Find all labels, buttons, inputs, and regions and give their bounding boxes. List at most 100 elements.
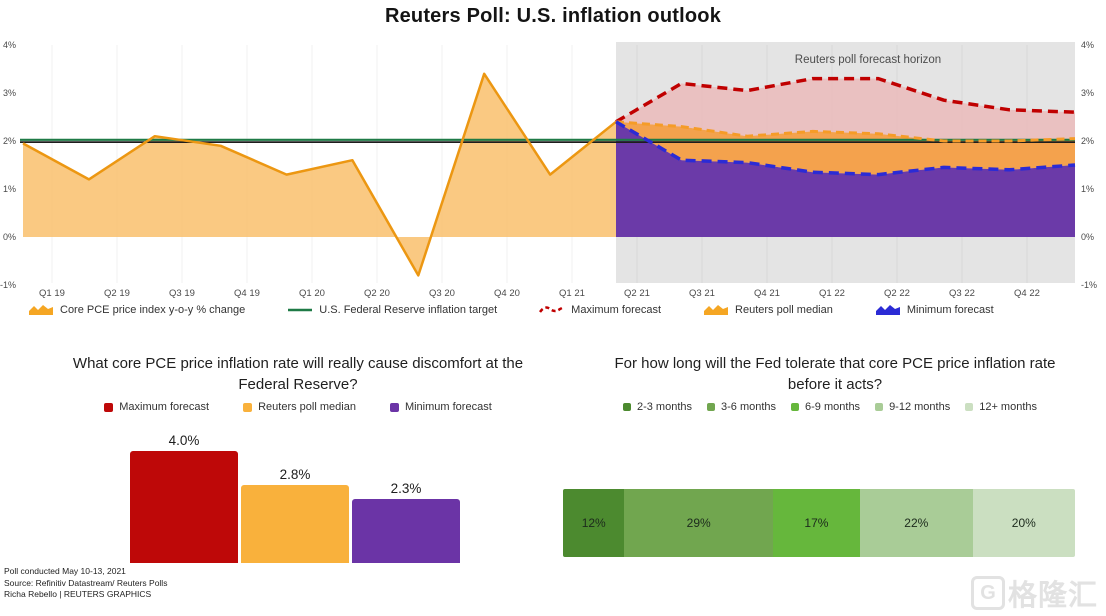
x-axis-tick: Q2 20	[364, 288, 390, 299]
legend-item: 12+ months	[965, 401, 1037, 413]
poll-date-line: Poll conducted May 10-13, 2021	[4, 566, 126, 576]
x-axis-tick: Q2 21	[624, 288, 650, 299]
segment-value-label: 17%	[804, 516, 829, 530]
area-swatch-icon	[875, 303, 901, 316]
legend-item: Minimum forecast	[875, 303, 994, 316]
segment-value-label: 20%	[1011, 516, 1036, 530]
x-axis-tick: Q4 19	[234, 288, 260, 299]
legend-swatch-icon	[875, 403, 884, 411]
x-axis-tick: Q2 22	[884, 288, 910, 299]
y-axis-tick-left: 1%	[3, 184, 16, 194]
legend-label: Maximum forecast	[119, 401, 210, 413]
legend-item: 3-6 months	[707, 401, 776, 413]
discomfort-rate-bar-chart: 4.0% 2.8% 2.3%	[130, 432, 460, 563]
legend-swatch-icon	[707, 403, 715, 411]
legend-item: Reuters poll median	[243, 401, 356, 413]
y-axis-tick-left: 0%	[3, 232, 16, 242]
bar-column: 4.0%	[130, 433, 238, 563]
author-line: Richa Rebello | REUTERS GRAPHICS	[4, 589, 152, 599]
bar	[241, 485, 349, 563]
y-axis-tick-right: 4%	[1081, 40, 1094, 50]
legend-item: 2-3 months	[622, 401, 692, 413]
legend-label: 2-3 months	[636, 401, 692, 413]
x-axis-tick: Q1 21	[559, 288, 585, 299]
x-axis-tick: Q1 19	[39, 288, 65, 299]
gelonghui-logo-text: 格隆汇	[1007, 580, 1098, 612]
legend-label: Reuters poll median	[258, 401, 356, 413]
stack-segment: 29%	[624, 489, 773, 557]
legend-item: U.S. Federal Reserve inflation target	[287, 303, 497, 316]
x-axis-tick: Q2 19	[104, 288, 130, 299]
bar-column: 2.8%	[241, 467, 349, 563]
x-axis-tick: Q3 19	[169, 288, 195, 299]
legend-item: Reuters poll median	[703, 303, 833, 316]
x-axis-tick: Q4 21	[754, 288, 780, 299]
question-discomfort-rate: What core PCE price inflation rate will …	[72, 355, 524, 393]
gelonghui-logo-icon: G	[970, 576, 1005, 610]
legend-swatch-icon	[622, 403, 631, 411]
x-axis-tick: Q4 20	[494, 288, 520, 299]
y-axis-tick-right: -1%	[1081, 280, 1097, 290]
bar-value-label: 2.8%	[279, 467, 311, 482]
y-axis-tick-right: 3%	[1081, 88, 1094, 98]
x-axis-tick: Q1 20	[299, 288, 325, 299]
source-credits: Poll conducted May 10-13, 2021 Source: R…	[4, 566, 167, 601]
legend-label: Maximum forecast	[571, 303, 662, 316]
area-swatch-icon	[28, 303, 54, 316]
bar-chart-legend: Maximum forecast Reuters poll median Minim…	[48, 401, 548, 413]
segment-value-label: 22%	[904, 516, 929, 530]
legend-item: Core PCE price index y-o-y % change	[28, 303, 245, 316]
legend-label: 9-12 months	[889, 401, 951, 413]
x-axis-tick: Q3 20	[429, 288, 455, 299]
legend-label: 6-9 months	[805, 401, 861, 413]
legend-label: Reuters poll median	[735, 303, 833, 316]
stacked-bar-legend: 2-3 months 3-6 months 6-9 months 9-12 month…	[580, 401, 1080, 413]
stack-segment: 22%	[859, 489, 973, 557]
y-axis-tick-left: 4%	[3, 40, 16, 50]
bar	[130, 451, 238, 563]
legend-item: Maximum forecast	[539, 303, 661, 316]
legend-item: 9-12 months	[875, 401, 950, 413]
legend-label: 12+ months	[979, 401, 1038, 413]
legend-swatch-icon	[965, 403, 974, 411]
stack-segment: 12%	[563, 489, 625, 557]
stack-segment: 17%	[772, 489, 860, 557]
segment-value-label: 29%	[686, 516, 711, 530]
legend-swatch-icon	[791, 403, 800, 411]
main-chart-legend: Core PCE price index y-o-y % change U.S. …	[28, 303, 994, 316]
y-axis-tick-right: 2%	[1081, 136, 1094, 146]
y-axis-tick-left: 2%	[3, 136, 16, 146]
page-title: Reuters Poll: U.S. inflation outlook	[384, 5, 722, 27]
y-axis-tick-right: 0%	[1081, 232, 1094, 242]
bar-value-label: 2.3%	[390, 481, 422, 496]
line-swatch-icon	[287, 303, 313, 316]
legend-item: Minimum forecast	[389, 401, 492, 413]
x-axis-tick: Q4 22	[1014, 288, 1040, 299]
y-axis-tick-right: 1%	[1081, 184, 1094, 194]
legend-label: Core PCE price index y-o-y % change	[60, 303, 246, 316]
y-axis-tick-left: -1%	[0, 280, 16, 290]
legend-item: 6-9 months	[791, 401, 860, 413]
legend-label: 3-6 months	[721, 401, 777, 413]
forecast-horizon-label: Reuters poll forecast horizon	[795, 54, 941, 66]
legend-label: Minimum forecast	[906, 303, 994, 316]
source-line: Source: Refinitiv Datastream/ Reuters Po…	[4, 577, 168, 588]
legend-swatch-icon	[389, 402, 399, 412]
legend-label: U.S. Federal Reserve inflation target	[319, 303, 498, 316]
legend-item: Maximum forecast	[104, 401, 209, 413]
tolerate-duration-stacked-bar: 12% 29% 17% 22% 20%	[563, 489, 1075, 557]
x-axis-tick: Q1 22	[819, 288, 845, 299]
segment-value-label: 12%	[581, 516, 606, 530]
main-inflation-chart: Reuters poll forecast horizon 4% 4% 3% 3% 2% 2…	[0, 40, 1097, 299]
x-axis-tick: Q3 21	[689, 288, 715, 299]
bar-column: 2.3%	[352, 481, 460, 563]
x-axis-tick: Q3 22	[949, 288, 975, 299]
stack-segment: 20%	[972, 489, 1075, 557]
legend-label: Minimum forecast	[404, 401, 492, 413]
bar-value-label: 4.0%	[168, 433, 200, 448]
legend-swatch-icon	[104, 402, 114, 412]
bar	[352, 499, 460, 563]
legend-swatch-icon	[243, 402, 253, 412]
dash-swatch-icon	[539, 303, 565, 316]
